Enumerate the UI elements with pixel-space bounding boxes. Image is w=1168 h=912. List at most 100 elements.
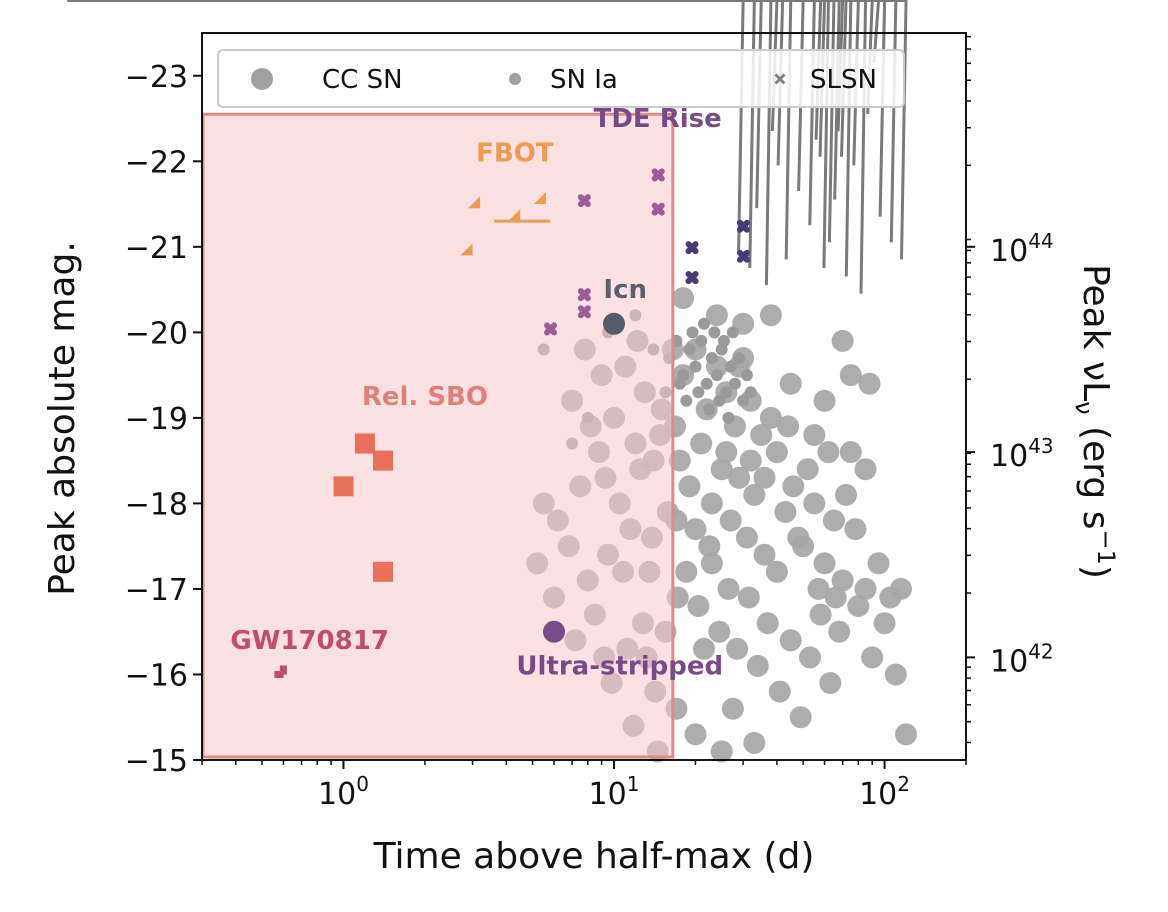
- data-point: [779, 629, 802, 652]
- data-point: [858, 372, 881, 395]
- highlight-point: [543, 620, 565, 643]
- legend-label: SLSN: [810, 65, 877, 95]
- x-tick-label: 101: [589, 772, 640, 812]
- data-point: [684, 723, 707, 746]
- data-point: [729, 377, 741, 390]
- legend-label: CC SN: [322, 65, 403, 95]
- y-axis-title: Peak absolute mag.: [42, 241, 83, 596]
- legend: CC SN SN Ia SLSN: [217, 49, 905, 108]
- data-point: [768, 680, 791, 703]
- data-point: [708, 326, 721, 339]
- data-point: [689, 360, 702, 373]
- y2-tick-label: 1043: [990, 434, 1054, 474]
- data-point: [796, 458, 819, 481]
- data-point: [803, 492, 826, 515]
- data-point: [777, 415, 800, 438]
- data-point: [700, 492, 723, 515]
- group-fbot: [460, 192, 551, 256]
- highlight-point: [651, 202, 665, 216]
- annotation-label: Rel. SBO: [362, 382, 488, 412]
- legend-box: [217, 49, 905, 108]
- data-point: [739, 449, 762, 472]
- data-point: [675, 560, 698, 583]
- data-point: [700, 377, 713, 390]
- data-point: [831, 569, 854, 592]
- x-tick-label: 102: [859, 772, 910, 812]
- highlight-point: [373, 450, 393, 471]
- data-point: [740, 369, 753, 382]
- data-point: [700, 552, 723, 575]
- y-tick-label: −17: [125, 573, 188, 608]
- data-point: [759, 406, 782, 429]
- data-point: [703, 403, 716, 416]
- data-point: [726, 637, 749, 660]
- highlight-point: [533, 192, 546, 205]
- legend-item: SLSN: [774, 65, 877, 95]
- data-point: [735, 526, 758, 549]
- highlight-point: [577, 288, 591, 302]
- y-tick-label: −18: [125, 487, 188, 522]
- group-tde-rise-dark-: [685, 219, 750, 285]
- data-point: [719, 509, 742, 532]
- y2-tick-label: 1042: [990, 639, 1054, 679]
- data-point: [692, 386, 705, 399]
- highlight-point: [651, 168, 665, 182]
- data-point: [822, 509, 845, 532]
- data-point: [756, 612, 779, 635]
- data-point: [844, 518, 867, 541]
- legend-marker: [509, 73, 521, 85]
- group-icn: [603, 312, 625, 335]
- data-point: [839, 364, 862, 387]
- data-point: [884, 663, 907, 686]
- y-tick-label: −21: [125, 231, 188, 266]
- highlight-point: [736, 219, 750, 233]
- data-point: [854, 458, 877, 481]
- highlight-point: [577, 305, 591, 319]
- plot-frame: [201, 32, 967, 761]
- data-point: [799, 646, 821, 669]
- data-point: [717, 577, 740, 600]
- data-point: [693, 637, 715, 660]
- data-point: [782, 475, 805, 498]
- data-point: [737, 586, 760, 609]
- y-tick-label: −19: [125, 402, 188, 437]
- data-point: [743, 483, 766, 506]
- annotation-label: Icn: [603, 275, 647, 305]
- group-rel-sbo: [333, 433, 393, 582]
- data-point: [787, 526, 810, 549]
- data-point: [847, 595, 870, 617]
- data-point: [687, 595, 710, 617]
- data-point: [746, 654, 769, 677]
- shaded-region: [201, 112, 675, 759]
- data-point: [753, 543, 776, 566]
- x-axis-title: Time above half-max (d): [373, 836, 815, 877]
- data-point: [683, 343, 696, 356]
- legend-item: SN Ia: [509, 65, 618, 95]
- data-point: [726, 326, 739, 339]
- data-point: [695, 334, 708, 347]
- data-point: [873, 612, 896, 635]
- data-point: [710, 369, 723, 382]
- data-point: [708, 620, 731, 643]
- y-tick-label: −22: [125, 145, 188, 180]
- data-point: [705, 352, 718, 364]
- data-point: [737, 394, 750, 407]
- y2-axis-title: Peak νLν (erg s−1): [1070, 264, 1120, 579]
- data-point: [678, 475, 701, 498]
- data-point: [765, 441, 788, 464]
- data-point: [753, 466, 776, 489]
- data-point: [713, 394, 726, 407]
- data-point: [673, 377, 686, 390]
- data-point: [672, 287, 695, 310]
- highlight-point: [736, 249, 750, 263]
- data-point: [817, 441, 840, 464]
- highlight-point: [508, 209, 521, 222]
- data-point: [813, 552, 836, 575]
- highlight-point: [685, 271, 699, 285]
- data-point: [774, 501, 797, 523]
- y-tick-label: −15: [125, 744, 188, 779]
- highlight-point: [685, 241, 699, 255]
- annotation-label: FBOT: [476, 138, 554, 168]
- highlight-point: [603, 312, 625, 335]
